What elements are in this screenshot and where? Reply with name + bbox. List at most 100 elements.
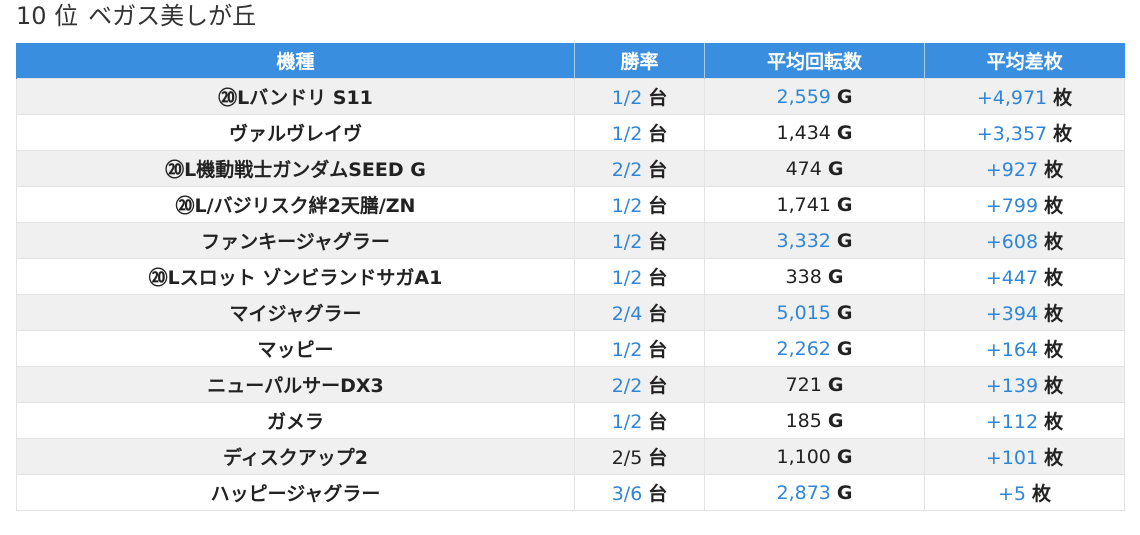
machine-name: ⑳Lバンドリ S11	[218, 87, 373, 109]
win-rate-cell: 1/2 台	[574, 114, 705, 151]
table-row: ヴァルヴレイヴ 1/2 台 1,434 G +3,357 枚	[16, 114, 1125, 151]
avg-diff-unit: 枚	[1044, 267, 1064, 289]
table-row: ガメラ 1/2 台 185 G +112 枚	[16, 402, 1125, 439]
avg-diff-cell: +4,971 枚	[924, 78, 1125, 115]
table-header-row: 機種 勝率 平均回転数 平均差枚	[16, 43, 1125, 79]
avg-diff-value: +101	[985, 447, 1039, 469]
table-row: ディスクアップ2 2/5 台 1,100 G +101 枚	[16, 438, 1125, 475]
table-row: マイジャグラー 2/4 台 5,015 G +394 枚	[16, 294, 1125, 331]
win-rate-cell: 1/2 台	[574, 402, 705, 439]
win-rate-unit: 台	[648, 87, 668, 109]
avg-diff-unit: 枚	[1044, 447, 1064, 469]
avg-spins-unit: G	[836, 481, 853, 504]
machine-name-cell: ニューパルサーDX3	[16, 366, 575, 403]
win-rate-value: 2/2	[611, 159, 643, 181]
avg-diff-unit: 枚	[1053, 87, 1073, 109]
machine-name-cell: ファンキージャグラー	[16, 222, 575, 259]
avg-diff-unit: 枚	[1044, 339, 1064, 361]
avg-diff-value: +3,357	[976, 123, 1048, 145]
avg-spins-cell: 185 G	[704, 402, 925, 439]
win-rate-unit: 台	[648, 339, 668, 361]
win-rate-cell: 1/2 台	[574, 222, 705, 259]
win-rate-unit: 台	[648, 483, 668, 505]
table-row: ⑳Lスロット ゾンビランドサガA1 1/2 台 338 G +447 枚	[16, 258, 1125, 295]
avg-diff-value: +799	[985, 195, 1039, 217]
win-rate-unit: 台	[648, 375, 668, 397]
win-rate-cell: 2/5 台	[574, 438, 705, 475]
table-row: ニューパルサーDX3 2/2 台 721 G +139 枚	[16, 366, 1125, 403]
avg-spins-unit: G	[836, 337, 853, 360]
table-row: ファンキージャグラー 1/2 台 3,332 G +608 枚	[16, 222, 1125, 259]
table-row: マッピー 1/2 台 2,262 G +164 枚	[16, 330, 1125, 367]
win-rate-cell: 2/2 台	[574, 366, 705, 403]
avg-diff-value: +139	[985, 375, 1039, 397]
machine-name: ファンキージャグラー	[201, 231, 390, 253]
win-rate-cell: 1/2 台	[574, 258, 705, 295]
page-title: 10 位ベガス美しが丘	[16, 0, 256, 36]
table-body: ⑳Lバンドリ S11 1/2 台 2,559 G +4,971 枚ヴァルヴレイヴ 1/2 台 1,…	[16, 78, 1125, 511]
machine-name-cell: ⑳L機動戦士ガンダムSEED G	[16, 150, 575, 187]
machine-name: ⑳Lスロット ゾンビランドサガA1	[148, 267, 443, 289]
win-rate-cell: 2/2 台	[574, 150, 705, 187]
win-rate-value: 2/5	[611, 447, 643, 469]
store-name: ベガス美しが丘	[88, 2, 257, 30]
avg-spins-value: 2,559	[776, 85, 831, 108]
machine-name-cell: ハッピージャグラー	[16, 474, 575, 511]
avg-spins-cell: 338 G	[704, 258, 925, 295]
avg-diff-cell: +927 枚	[924, 150, 1125, 187]
avg-diff-unit: 枚	[1032, 483, 1052, 505]
win-rate-cell: 1/2 台	[574, 330, 705, 367]
machine-ranking-table: 機種 勝率 平均回転数 平均差枚 ⑳Lバンドリ S11 1/2 台 2,559 G +4,…	[16, 43, 1125, 511]
avg-spins-unit: G	[836, 121, 853, 144]
avg-diff-cell: +164 枚	[924, 330, 1125, 367]
avg-spins-value: 2,873	[776, 481, 831, 504]
avg-diff-unit: 枚	[1053, 123, 1073, 145]
win-rate-unit: 台	[648, 267, 668, 289]
avg-diff-value: +608	[985, 231, 1039, 253]
avg-spins-value: 1,434	[776, 121, 831, 144]
avg-spins-unit: G	[836, 85, 853, 108]
column-header-machine: 機種	[16, 43, 575, 79]
avg-diff-cell: +799 枚	[924, 186, 1125, 223]
avg-diff-unit: 枚	[1044, 159, 1064, 181]
avg-diff-value: +112	[985, 411, 1039, 433]
avg-spins-unit: G	[827, 265, 844, 288]
avg-diff-unit: 枚	[1044, 411, 1064, 433]
machine-name-cell: ⑳Lバンドリ S11	[16, 78, 575, 115]
avg-diff-cell: +394 枚	[924, 294, 1125, 331]
avg-diff-value: +164	[985, 339, 1039, 361]
avg-spins-cell: 2,873 G	[704, 474, 925, 511]
avg-spins-cell: 1,741 G	[704, 186, 925, 223]
avg-spins-value: 1,741	[776, 193, 831, 216]
machine-name: マイジャグラー	[229, 303, 362, 325]
machine-name: ⑳L機動戦士ガンダムSEED G	[165, 159, 426, 181]
win-rate-value: 1/2	[611, 231, 643, 253]
machine-name: マッピー	[257, 339, 334, 361]
machine-name-cell: ⑳L/バジリスク絆2天膳/ZN	[16, 186, 575, 223]
table-row: ハッピージャグラー 3/6 台 2,873 G +5 枚	[16, 474, 1125, 511]
avg-diff-cell: +447 枚	[924, 258, 1125, 295]
avg-spins-cell: 721 G	[704, 366, 925, 403]
avg-diff-cell: +112 枚	[924, 402, 1125, 439]
avg-diff-value: +447	[985, 267, 1039, 289]
win-rate-unit: 台	[648, 159, 668, 181]
win-rate-value: 2/4	[611, 303, 643, 325]
win-rate-cell: 1/2 台	[574, 186, 705, 223]
win-rate-unit: 台	[648, 195, 668, 217]
avg-spins-cell: 1,434 G	[704, 114, 925, 151]
avg-spins-value: 1,100	[776, 445, 831, 468]
avg-spins-value: 721	[785, 373, 822, 396]
win-rate-value: 3/6	[611, 483, 643, 505]
win-rate-value: 1/2	[611, 339, 643, 361]
avg-spins-cell: 5,015 G	[704, 294, 925, 331]
avg-spins-cell: 2,262 G	[704, 330, 925, 367]
avg-diff-cell: +3,357 枚	[924, 114, 1125, 151]
avg-diff-unit: 枚	[1044, 231, 1064, 253]
win-rate-unit: 台	[648, 447, 668, 469]
win-rate-value: 1/2	[611, 411, 643, 433]
avg-spins-unit: G	[827, 409, 844, 432]
column-header-avg-spins: 平均回転数	[704, 43, 925, 79]
avg-spins-cell: 474 G	[704, 150, 925, 187]
machine-name: ガメラ	[266, 411, 324, 433]
machine-name-cell: ディスクアップ2	[16, 438, 575, 475]
